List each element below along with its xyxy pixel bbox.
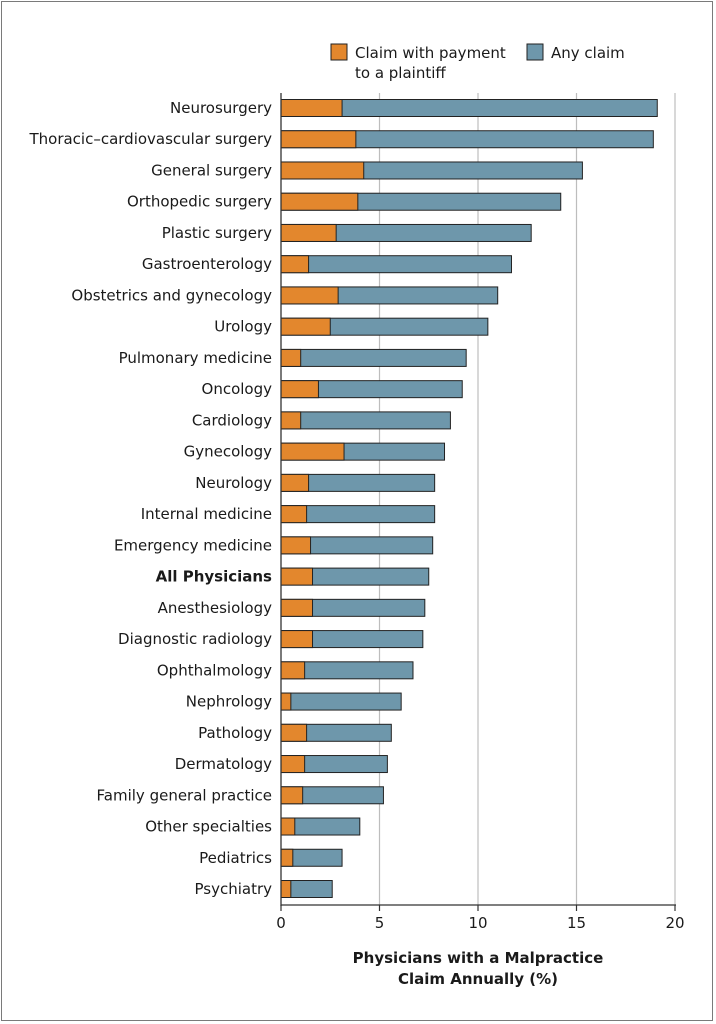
bar-payment-nephrology [280,692,292,711]
x-tick-label-10: 10 [468,914,487,932]
bar-payment-gynecology [280,442,345,461]
legend: Claim with payment to a plaintiff Any clai… [330,43,625,82]
bars [280,99,658,898]
bar-payment-gastroenterology [280,255,310,274]
x-axis-title-line-2: Claim Annually (%) [398,970,558,988]
legend-label-any-claim-1: Any claim [551,44,625,62]
category-label-diagnostic-radiology: Diagnostic radiology [118,630,272,648]
x-axis: 0 5 10 15 20 [276,93,685,932]
x-tick-label-5: 5 [375,914,385,932]
category-label-internal-medicine: Internal medicine [141,505,272,523]
category-label-ophthalmology: Ophthalmology [157,661,272,679]
bar-payment-emergency-medicine [280,536,312,555]
legend-swatch-any-claim [526,43,544,61]
bar-payment-pediatrics [280,848,294,867]
category-label-cardiology: Cardiology [192,411,272,429]
category-label-dermatology: Dermatology [175,755,272,773]
category-label-family-general-practice: Family general practice [97,786,272,804]
bar-payment-diagnostic-radiology [280,630,314,649]
category-label-all-physicians: All Physicians [156,568,272,586]
category-label-obstetrics-and-gynecology: Obstetrics and gynecology [71,286,272,304]
bar-payment-plastic-surgery [280,223,337,242]
bar-payment-neurosurgery [280,99,343,117]
x-axis-title: Physicians with a Malpractice Claim Annua… [353,949,604,988]
category-label-neurology: Neurology [195,474,272,492]
x-tick-label-20: 20 [665,914,684,932]
category-labels: Neurosurgery Thoracic–cardiovascular surg… [28,99,272,898]
bar-payment-neurology [280,473,310,492]
bar-payment-internal-medicine [280,505,308,524]
bar-payment-psychiatry [280,880,292,898]
bar-payment-pathology [280,723,308,742]
bar-payment-family-general-practice [280,786,304,805]
bar-payment-ophthalmology [280,661,306,680]
category-label-pulmonary-medicine: Pulmonary medicine [119,349,272,367]
category-label-neurosurgery: Neurosurgery [170,99,272,117]
category-label-oncology: Oncology [202,380,273,398]
bar-payment-anesthesiology [280,598,314,617]
bar-payment-orthopedic-surgery [280,192,359,211]
category-label-emergency-medicine: Emergency medicine [114,536,272,554]
x-axis-title-line-1: Physicians with a Malpractice [353,949,604,967]
category-label-other-specialties: Other specialties [145,818,272,836]
bar-any-claim-pulmonary-medicine [280,348,467,367]
bar-payment-oncology [280,380,319,399]
bar-payment-other-specialties [280,817,296,836]
bar-payment-general-surgery [280,161,365,180]
bar-payment-all-physicians [280,567,314,586]
x-tick-label-0: 0 [276,914,286,932]
bar-payment-pulmonary-medicine [280,348,302,367]
category-label-pathology: Pathology [198,724,272,742]
category-label-pediatrics: Pediatrics [199,849,272,867]
bar-any-claim-nephrology [280,692,402,711]
category-label-anesthesiology: Anesthesiology [158,599,272,617]
bar-payment-urology [280,317,331,336]
category-label-gastroenterology: Gastroenterology [142,255,272,273]
bar-any-claim-gastroenterology [280,255,512,274]
category-label-plastic-surgery: Plastic surgery [162,224,272,242]
bar-payment-obstetrics-and-gynecology [280,286,339,305]
legend-swatch-payment [330,43,348,61]
category-label-nephrology: Nephrology [186,693,272,711]
legend-label-payment-2: to a plaintiff [355,64,446,82]
category-label-orthopedic-surgery: Orthopedic surgery [127,193,272,211]
bar-payment-cardiology [280,411,302,430]
bar-payment-thoracic-cardiovascular-surgery [280,130,357,149]
category-label-general-surgery: General surgery [151,161,272,179]
x-tick-label-15: 15 [567,914,586,932]
category-label-gynecology: Gynecology [184,443,273,461]
bar-payment-dermatology [280,755,306,774]
category-label-urology: Urology [214,318,272,336]
category-label-psychiatry: Psychiatry [194,880,272,898]
bar-any-claim-cardiology [280,411,451,430]
legend-label-payment-1: Claim with payment [355,44,506,62]
category-label-thoracic-cardiovascular-surgery: Thoracic–cardiovascular surgery [28,130,272,148]
gridlines [378,93,676,905]
